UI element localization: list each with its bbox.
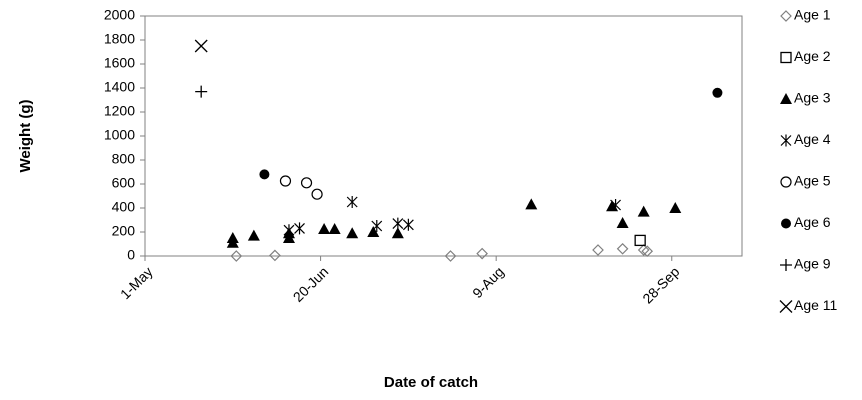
legend-symbol [780,259,792,271]
y-tick-label: 1600 [104,55,135,71]
x-tick-label: 9-Aug [469,263,507,301]
plot-frame [144,15,743,257]
y-tick-label: 1800 [104,31,135,47]
legend-label: Age 3 [794,90,831,106]
x-tick-label: 1-May [117,263,156,302]
point [525,198,538,210]
point [294,222,305,235]
point [247,229,260,241]
x-tick-label: 20-Jun [290,263,332,305]
legend-label: Age 5 [794,173,831,189]
legend-symbol [780,93,792,104]
point [402,218,414,231]
y-axis-title: Weight (g) [17,99,34,172]
point [259,169,270,180]
point [367,226,380,237]
y-tick-label: 1400 [104,79,135,95]
point [328,223,341,234]
y-tick-label: 1000 [104,127,135,143]
legend-symbol [780,134,792,147]
point [269,249,281,262]
legend-label: Age 1 [794,7,831,23]
legend-label: Age 9 [794,256,831,272]
point [194,39,208,53]
y-tick-label: 200 [112,223,136,239]
point [300,177,313,189]
x-axis-title: Date of catch [384,374,478,391]
point [282,232,295,243]
point [391,227,404,239]
point [195,85,208,98]
legend-symbol [780,176,792,188]
legend-symbol [780,10,792,22]
point [610,199,622,211]
point [616,217,629,228]
point [311,188,323,200]
point [712,87,723,98]
point [641,245,654,258]
point [476,247,488,260]
legend-label: Age 6 [794,214,831,230]
y-tick-label: 800 [112,151,136,167]
point [637,205,650,217]
legend-label: Age 2 [794,48,831,64]
y-tick-label: 400 [112,199,136,215]
point [318,223,331,234]
point [371,220,383,232]
point [616,242,629,255]
point [230,250,243,262]
legend-symbol [781,218,791,229]
legend-symbol [780,51,792,64]
point [634,234,646,247]
y-tick-label: 2000 [104,7,135,23]
y-tick-label: 600 [112,175,136,191]
point [637,244,650,256]
point [392,217,404,230]
legend-label: Age 11 [794,297,838,313]
point [279,175,292,187]
point [592,244,604,256]
y-tick-label: 1200 [104,103,135,119]
point [444,250,457,262]
point [346,227,359,239]
legend-label: Age 4 [794,131,831,147]
x-tick-label: 28-Sep [639,263,682,306]
point [669,202,682,213]
point [346,196,358,208]
legend-symbol [779,300,793,313]
point [226,236,239,248]
y-tick-label: 0 [127,247,135,263]
point [283,224,295,237]
